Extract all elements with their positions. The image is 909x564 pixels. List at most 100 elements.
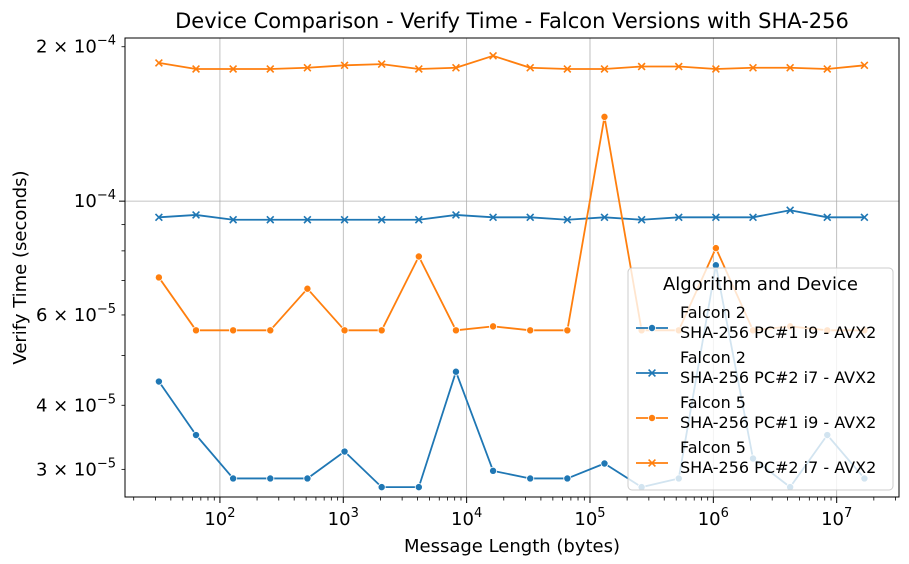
data-point <box>303 284 312 293</box>
data-point <box>414 215 423 224</box>
data-point <box>860 61 869 70</box>
data-point <box>526 63 535 72</box>
legend-label-line2: SHA-256 PC#2 i7 - AVX2 <box>680 368 876 387</box>
data-point <box>377 483 386 492</box>
data-point <box>451 326 460 335</box>
data-point <box>637 215 646 224</box>
data-point <box>266 326 275 335</box>
data-point <box>526 213 535 222</box>
data-point <box>711 213 720 222</box>
data-point <box>377 60 386 69</box>
legend-label-line2: SHA-256 PC#1 i9 - AVX2 <box>680 323 876 342</box>
legend-label-line1: Falcon 5 <box>680 438 746 457</box>
data-point <box>377 215 386 224</box>
legend-label-line1: Falcon 2 <box>680 303 746 322</box>
y-tick-label: 6 × 10−5 <box>36 302 116 326</box>
legend-swatch-marker <box>648 413 657 422</box>
data-point <box>229 65 238 73</box>
data-point <box>823 65 832 73</box>
chart-title: Device Comparison - Verify Time - Falcon… <box>175 9 849 33</box>
legend-swatch-marker <box>648 369 656 377</box>
data-point <box>303 474 312 483</box>
data-point <box>600 213 609 222</box>
data-point <box>489 51 498 60</box>
series-line <box>158 54 865 70</box>
data-point <box>154 377 163 386</box>
data-point <box>600 65 609 73</box>
data-point <box>303 215 312 224</box>
data-point <box>192 65 200 73</box>
data-point <box>526 326 535 335</box>
data-point <box>192 326 201 335</box>
legend-title: Algorithm and Device <box>663 274 858 295</box>
data-point <box>414 65 423 73</box>
data-point <box>749 63 757 72</box>
data-point <box>600 112 609 121</box>
data-point <box>526 474 535 483</box>
x-axis-label: Message Length (bytes) <box>404 536 620 557</box>
data-point <box>563 326 572 335</box>
data-point <box>451 367 460 376</box>
y-axis-label: Verify Time (seconds) <box>10 170 31 364</box>
data-point <box>154 58 163 67</box>
data-point <box>340 447 349 456</box>
series-4 <box>154 51 869 73</box>
y-tick-label: 10−4 <box>74 188 116 212</box>
data-point <box>711 244 720 253</box>
data-point <box>229 215 238 224</box>
x-tick-label: 107 <box>821 506 852 530</box>
x-tick-label: 103 <box>328 506 359 530</box>
series-2 <box>154 206 869 224</box>
x-tick-label: 105 <box>574 506 605 530</box>
data-point <box>451 63 460 72</box>
data-point <box>414 252 423 261</box>
data-point <box>860 213 869 222</box>
data-point <box>563 215 572 224</box>
y-tick-label: 4 × 10−5 <box>36 392 116 416</box>
legend-swatch-marker <box>648 459 656 467</box>
x-tick-label: 106 <box>698 506 729 530</box>
data-point <box>489 466 498 475</box>
data-point <box>192 210 200 219</box>
data-point <box>749 213 757 222</box>
data-point <box>489 322 498 331</box>
data-point <box>563 65 572 73</box>
data-point <box>154 273 163 282</box>
data-point <box>674 62 683 71</box>
data-point <box>414 483 423 492</box>
data-point <box>154 213 163 222</box>
legend-label-line1: Falcon 5 <box>680 393 746 412</box>
data-point <box>451 210 460 219</box>
axis-ticks: 102 103 104 105 106 107 3 × 10−5 4 × 10−5 6 × 10… <box>36 34 896 530</box>
plot-series <box>154 51 869 492</box>
data-point <box>340 215 349 224</box>
data-point <box>229 326 238 335</box>
data-point <box>786 63 795 72</box>
data-point <box>823 213 832 222</box>
series-line <box>158 209 865 221</box>
y-tick-label: 3 × 10−5 <box>36 456 116 480</box>
legend-swatch-marker <box>648 323 657 332</box>
data-point <box>637 62 646 71</box>
data-point <box>303 63 312 72</box>
legend-label-line2: SHA-256 PC#1 i9 - AVX2 <box>680 413 876 432</box>
x-tick-label: 102 <box>204 506 235 530</box>
data-point <box>340 61 349 70</box>
data-point <box>266 65 275 73</box>
data-point <box>266 474 275 483</box>
data-point <box>266 215 275 224</box>
legend-label-line2: SHA-256 PC#2 i7 - AVX2 <box>680 458 876 477</box>
data-point <box>340 326 349 335</box>
data-point <box>489 213 498 222</box>
y-tick-label: 2 × 10−4 <box>36 34 116 58</box>
plot-frame <box>124 37 900 498</box>
data-point <box>711 65 720 73</box>
data-point <box>600 459 609 468</box>
data-point <box>786 206 795 215</box>
x-tick-label: 104 <box>451 506 482 530</box>
legend-box <box>627 267 894 491</box>
